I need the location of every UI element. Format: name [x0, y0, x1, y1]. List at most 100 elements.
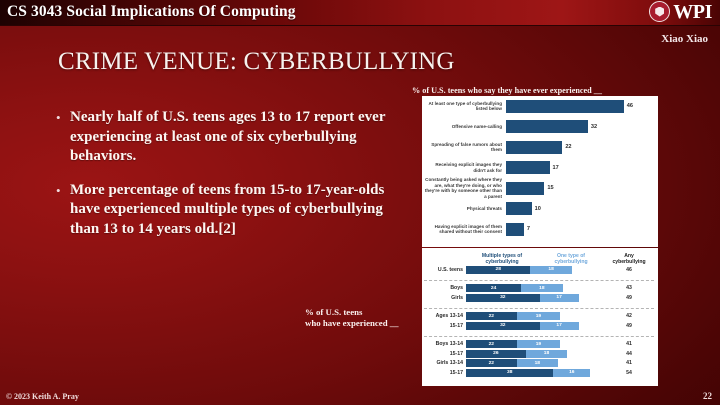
- bullet-list: • Nearly half of U.S. teens ages 13 to 1…: [56, 108, 401, 253]
- segment-one-type: 18: [525, 349, 568, 358]
- value-any-cyberbullying: 43: [626, 285, 632, 292]
- top-chart-caption: % of U.S. teens who say they have ever e…: [412, 86, 602, 95]
- stacked-bar-track: 32 17: [466, 293, 604, 302]
- stacked-bar-row: 15-17 38 16 54: [422, 368, 658, 378]
- stacked-bar-track: 26 18: [466, 349, 604, 358]
- bar-segment: [506, 202, 532, 216]
- footer-copyright: © 2023 Keith A. Pray: [6, 392, 79, 401]
- stacked-row-label: 15-17: [449, 322, 463, 329]
- segment-one-type: 19: [516, 312, 561, 321]
- stacked-bar-row: Girls 32 17 49: [422, 293, 658, 303]
- page-title: CRIME VENUE: CYBERBULLYING: [58, 48, 455, 75]
- legend-multiple-types: Multiple types of cyberbullying: [466, 253, 538, 265]
- separator-line: [424, 280, 654, 281]
- wpi-seal-icon: [649, 1, 671, 22]
- stacked-bar-track: 28 18: [466, 265, 604, 274]
- bullet-text: Nearly half of U.S. teens ages 13 to 17 …: [70, 109, 386, 164]
- bullet-marker-icon: •: [56, 110, 61, 125]
- group-separator: [422, 278, 658, 284]
- stacked-row-label: Girls 13-14: [436, 360, 463, 367]
- bottom-chart-caption-line2: who have experienced __: [305, 318, 399, 328]
- segment-multiple-types: 32: [466, 293, 540, 302]
- bar-category-label: Having explicit images of them shared wi…: [434, 223, 502, 235]
- separator-line: [424, 308, 654, 309]
- bar-value-label: 10: [534, 205, 541, 212]
- stacked-bar-row: Boys 13-14 22 19 41: [422, 340, 658, 350]
- bar-track: 7: [506, 219, 658, 240]
- stacked-bar-track: 22 19: [466, 312, 604, 321]
- course-title: CS 3043 Social Implications Of Computing: [7, 3, 296, 20]
- bottom-stacked-bar-chart: Multiple types of cyberbullying One type o…: [422, 248, 658, 386]
- bar-value-label: 22: [565, 144, 572, 151]
- segment-multiple-types: 22: [466, 340, 517, 349]
- slide-banner: CS 3043 Social Implications Of Computing…: [0, 0, 720, 26]
- bar-chart-row: Constantly being asked where they are, w…: [422, 177, 658, 199]
- segment-multiple-types: 38: [466, 368, 554, 377]
- legend-label-line2: cyberbullying: [554, 258, 588, 265]
- value-any-cyberbullying: 49: [626, 294, 632, 301]
- stacked-row-label: Boys 13-14: [435, 341, 463, 348]
- value-any-cyberbullying: 42: [626, 313, 632, 320]
- segment-one-type: 16: [553, 368, 591, 377]
- bar-track: 32: [506, 117, 658, 138]
- segment-one-type: 18: [516, 359, 558, 368]
- bar-chart-row: Receiving explicit images they didn't as…: [422, 158, 658, 179]
- value-any-cyberbullying: 44: [626, 350, 632, 357]
- stacked-row-label: 15-17: [449, 350, 463, 357]
- bar-chart-row: Spreading of false rumors about them 22: [422, 137, 658, 158]
- bar-value-label: 7: [526, 226, 531, 233]
- bar-category-label: Physical threats: [466, 206, 502, 212]
- segment-one-type: 18: [530, 265, 572, 274]
- bar-chart-row: Having explicit images of them shared wi…: [422, 219, 658, 240]
- bar-chart-row: Offensive name-calling 32: [422, 117, 658, 138]
- bar-segment: [506, 181, 545, 195]
- bar-category-label: Constantly being asked where they are, w…: [424, 177, 502, 199]
- bottom-chart-caption: % of U.S. teens who have experienced __: [305, 307, 399, 329]
- value-any-cyberbullying: 41: [626, 341, 632, 348]
- segment-one-type: 18: [521, 284, 563, 293]
- bar-category-label: Receiving explicit images they didn't as…: [435, 162, 502, 173]
- bar-segment: [506, 120, 588, 134]
- stacked-bar-track: 22 18: [466, 359, 604, 368]
- stacked-bar-row: 15-17 26 18 44: [422, 349, 658, 359]
- value-any-cyberbullying: 49: [626, 322, 632, 329]
- legend-label-line2: cyberbullying: [485, 258, 519, 265]
- segment-multiple-types: 32: [466, 321, 540, 330]
- bar-chart-row: Physical threats 10: [422, 199, 658, 220]
- bar-value-label: 32: [590, 123, 598, 130]
- list-item: • Nearly half of U.S. teens ages 13 to 1…: [56, 108, 401, 167]
- segment-one-type: 17: [539, 293, 579, 302]
- bullet-text: More percentage of teens from 15-to 17-y…: [70, 181, 385, 237]
- stacked-bar-track: 24 18: [466, 284, 604, 293]
- author-name: Xiao Xiao: [661, 33, 708, 45]
- segment-multiple-types: 28: [466, 265, 531, 274]
- bar-track: 46: [506, 96, 658, 117]
- bar-chart-row: At least one type of cyberbullying liste…: [422, 96, 658, 117]
- value-any-cyberbullying: 54: [626, 369, 632, 376]
- bar-category-label: At least one type of cyberbullying liste…: [428, 100, 502, 112]
- stacked-chart-header: Multiple types of cyberbullying One type o…: [422, 248, 658, 265]
- stacked-row-label: Boys: [450, 285, 463, 292]
- segment-multiple-types: 24: [466, 284, 522, 293]
- stacked-bar-row: U.S. teens 28 18 46: [422, 265, 658, 275]
- wpi-logo: WPI: [649, 1, 712, 22]
- legend-one-type: One type of cyberbullying: [538, 253, 604, 265]
- top-bar-chart: At least one type of cyberbullying liste…: [422, 96, 658, 247]
- legend-label-line1: Multiple types of: [481, 252, 523, 259]
- bar-value-label: 17: [552, 164, 559, 171]
- bar-value-label: 15: [547, 185, 554, 192]
- bar-category-label: Spreading of false rumors about them: [431, 141, 502, 153]
- bar-track: 15: [506, 178, 658, 199]
- bottom-chart-caption-line1: % of U.S. teens: [305, 307, 363, 317]
- legend-any: Any cyberbullying: [604, 253, 654, 265]
- value-any-cyberbullying: 46: [626, 266, 632, 273]
- stacked-bar-track: 32 17: [466, 321, 604, 330]
- legend-label-line1: One type of: [556, 252, 586, 259]
- legend-label-line1: Any: [624, 252, 634, 259]
- wpi-wordmark: WPI: [673, 0, 712, 23]
- group-separator: [422, 334, 658, 340]
- segment-multiple-types: 22: [466, 359, 517, 368]
- stacked-row-label: U.S. teens: [437, 266, 463, 273]
- legend-label-line2: cyberbullying: [612, 258, 646, 265]
- segment-multiple-types: 22: [466, 312, 517, 321]
